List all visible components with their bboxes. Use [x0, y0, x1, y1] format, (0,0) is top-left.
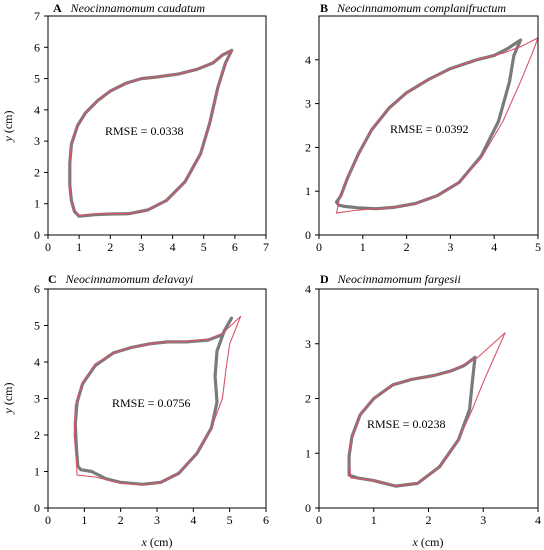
- panel-b-y-tick-label: 1: [305, 184, 311, 198]
- panel-b-species: Neocinnamomum complanifructum: [336, 1, 506, 15]
- panel-a-x-tick-label: 4: [170, 240, 176, 254]
- panel-d: D Neocinnamomum fargesii RMSE = 0.0238 x…: [305, 272, 541, 549]
- panel-d-y-tick-label: 2: [305, 392, 311, 406]
- panel-b-x-tick-label: 4: [491, 240, 497, 254]
- panel-d-y-tick-label: 4: [305, 282, 311, 296]
- panel-a-letter: A: [53, 1, 62, 15]
- panel-b-y-tick-label: 3: [305, 97, 311, 111]
- panel-a-x-tick-label: 7: [263, 240, 269, 254]
- panel-b-y-tick-label: 2: [305, 140, 311, 154]
- panel-c-y-tick-label: 6: [34, 282, 40, 296]
- panel-b-x-tick-label: 1: [360, 240, 366, 254]
- panel-c-x-tick-label: 6: [263, 513, 269, 527]
- panel-b: B Neocinnamomum complanifructum RMSE = 0…: [305, 1, 541, 254]
- panel-a-y-tick-label: 0: [34, 228, 40, 242]
- panel-b-y-tick-label: 0: [305, 228, 311, 242]
- panel-d-letter: D: [320, 272, 329, 286]
- panel-c-x-tick-label: 5: [227, 513, 233, 527]
- panel-a-y-tick-label: 6: [34, 40, 40, 54]
- panel-b-x-tick-label: 0: [316, 240, 322, 254]
- panel-a-x-tick-label: 1: [76, 240, 82, 254]
- panel-a-x-tick-label: 2: [107, 240, 113, 254]
- panel-b-x-tick-label: 5: [535, 240, 541, 254]
- panel-b-letter: B: [320, 1, 328, 15]
- panel-c-y-tick-label: 2: [34, 428, 40, 442]
- panel-a-x-tick-label: 6: [232, 240, 238, 254]
- panel-c-species: Neocinnamomum delavayi: [65, 272, 194, 286]
- panel-c-x-tick-label: 0: [45, 513, 51, 527]
- panel-d-x-tick-label: 2: [426, 513, 432, 527]
- panel-c-y-tick-label: 3: [34, 392, 40, 406]
- panel-b-predicted-curve: [335, 37, 539, 214]
- panel-c-letter: C: [48, 272, 57, 286]
- panel-a-title: A Neocinnamomum caudatum: [53, 1, 205, 15]
- panel-c-x-tick-label: 2: [118, 513, 124, 527]
- panel-c-y-tick-label: 1: [34, 465, 40, 479]
- panel-a-species: Neocinnamomum caudatum: [70, 1, 206, 15]
- panel-c-x-tick-label: 1: [81, 513, 87, 527]
- panel-a-y-tick-label: 2: [34, 165, 40, 179]
- panel-a-predicted-curve: [69, 49, 233, 217]
- panel-d-y-tick-label: 3: [305, 337, 311, 351]
- panel-c-title: C Neocinnamomum delavayi: [48, 272, 193, 286]
- panel-c-rmse-label: RMSE = 0.0756: [112, 396, 190, 410]
- panel-d-rmse-label: RMSE = 0.0238: [367, 417, 445, 431]
- panel-b-rmse-label: RMSE = 0.0392: [390, 122, 468, 136]
- panel-c-predicted-curve: [73, 315, 242, 486]
- panel-d-title: D Neocinnamomum fargesii: [320, 272, 461, 286]
- panel-a-x-tick-label: 0: [45, 240, 51, 254]
- panel-c-y-tick-label: 5: [34, 319, 40, 333]
- panel-c-x-tick-label: 3: [154, 513, 160, 527]
- panel-d-x-tick-label: 0: [316, 513, 322, 527]
- panel-c-x-axis-label: x (cm): [141, 535, 173, 549]
- panel-a-y-tick-label: 3: [34, 134, 40, 148]
- panel-d-predicted-curve: [348, 332, 506, 487]
- panel-a: A Neocinnamomum caudatum RMSE = 0.0338 y…: [1, 1, 269, 254]
- panel-c-y-tick-label: 0: [34, 501, 40, 515]
- panel-c-y-tick-label: 4: [34, 355, 40, 369]
- panel-b-x-tick-label: 2: [404, 240, 410, 254]
- panel-d-x-tick-label: 1: [371, 513, 377, 527]
- panel-a-y-tick-label: 1: [34, 197, 40, 211]
- panel-a-frame: [47, 15, 267, 236]
- panel-d-x-tick-label: 4: [535, 513, 541, 527]
- panel-b-y-tick-label: 4: [305, 53, 311, 67]
- panel-a-y-axis-label: y (cm): [1, 111, 15, 143]
- panel-c-x-tick-label: 4: [190, 513, 196, 527]
- panel-d-y-tick-label: 1: [305, 446, 311, 460]
- panel-a-x-tick-label: 3: [138, 240, 144, 254]
- panel-c: C Neocinnamomum delavayi RMSE = 0.0756 y…: [1, 272, 269, 549]
- panel-a-y-tick-label: 4: [34, 103, 40, 117]
- panel-b-frame: [318, 15, 539, 236]
- panel-b-title: B Neocinnamomum complanifructum: [320, 1, 506, 15]
- panel-d-x-axis-label: x (cm): [412, 535, 444, 549]
- panel-d-x-tick-label: 3: [480, 513, 486, 527]
- panel-a-y-tick-label: 7: [34, 9, 40, 23]
- panel-a-x-tick-label: 5: [201, 240, 207, 254]
- panel-d-y-tick-label: 0: [305, 501, 311, 515]
- panel-c-y-axis-label: y (cm): [1, 383, 15, 415]
- panel-a-y-tick-label: 5: [34, 72, 40, 86]
- panel-d-species: Neocinnamomum fargesii: [337, 272, 461, 286]
- panel-a-rmse-label: RMSE = 0.0338: [105, 124, 183, 138]
- panel-b-x-tick-label: 3: [447, 240, 453, 254]
